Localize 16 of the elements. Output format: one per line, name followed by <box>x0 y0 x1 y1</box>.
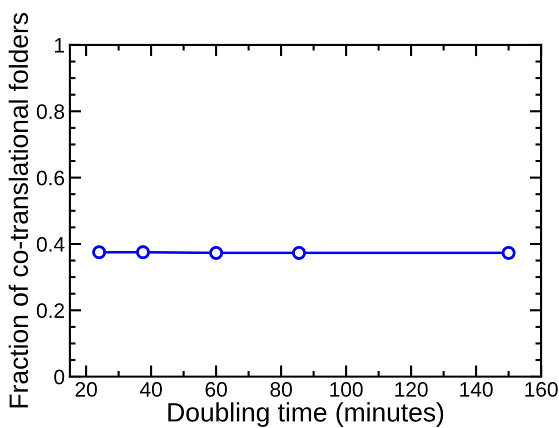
x-tick-label: 160 <box>525 382 558 397</box>
x-tick-label: 20 <box>76 382 97 397</box>
x-tick-label: 80 <box>270 382 292 397</box>
x-tick-label: 120 <box>395 382 428 397</box>
x-tick-label: 140 <box>460 382 493 397</box>
y-tick-label: 0.6 <box>36 170 64 186</box>
y-tick-label: 1 <box>55 38 64 52</box>
x-tick-label: 100 <box>330 382 363 397</box>
x-tick-label: 40 <box>140 382 162 397</box>
y-axis-title: Fraction of co-translational folders <box>8 12 28 408</box>
x-tick-label: 60 <box>206 382 227 397</box>
y-tick-label: 0 <box>54 370 64 384</box>
y-tick-label: 0.2 <box>36 303 64 318</box>
x-axis-title: Doubling time (minutes) <box>168 402 444 427</box>
y-tick-label: 0.8 <box>36 104 64 120</box>
y-tick-label: 0.4 <box>36 236 64 252</box>
